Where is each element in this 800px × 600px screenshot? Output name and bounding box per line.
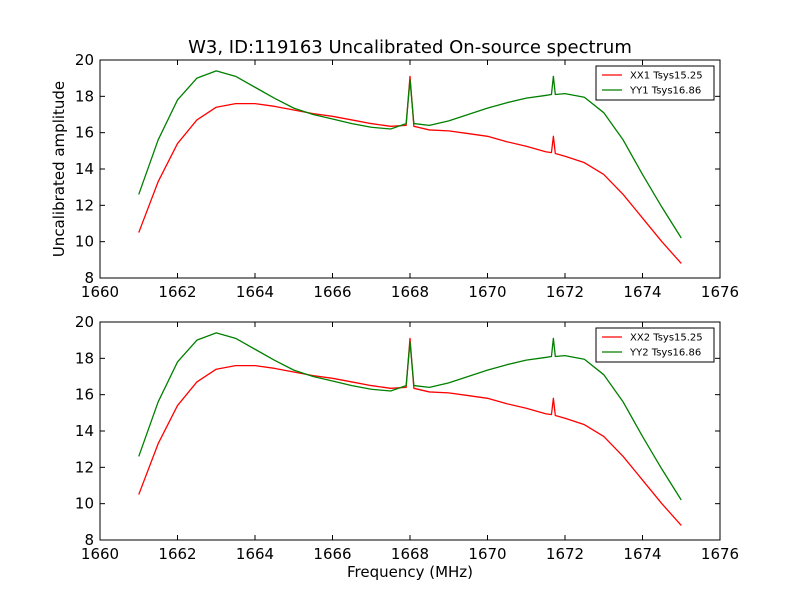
x-tick-label: 1660 [81, 283, 119, 301]
legend-box [595, 65, 715, 101]
y-tick-label: 20 [75, 313, 94, 331]
legend-label: XX2 Tsys15.25 [630, 333, 703, 344]
x-tick-label: 1666 [313, 283, 351, 301]
series-line-xx [138, 337, 682, 526]
top-spectrum-panel: 1660 1662 1664 1666 1668 1670 1672 1674 1676 8 10 1… [75, 51, 739, 301]
x-tick-label: 1672 [546, 545, 584, 563]
y-tick-label: 8 [84, 531, 94, 549]
x-tick-label: 1664 [236, 283, 274, 301]
y-tick-label: 18 [75, 87, 94, 105]
y-tick-label: 20 [75, 51, 94, 69]
y-tick-label: 8 [84, 269, 94, 287]
y-tick-label: 12 [75, 458, 94, 476]
legend-label: YY1 Tsys16.86 [629, 86, 701, 97]
bottom-spectrum-panel: 1660 1662 1664 1666 1668 1670 1672 1674 1676 8 10 1… [75, 313, 739, 563]
series-line-yy [138, 332, 682, 501]
y-tick-label: 18 [75, 349, 94, 367]
x-axis-label: Frequency (MHz) [347, 563, 473, 581]
x-tick-label: 1674 [623, 283, 661, 301]
x-tick-label: 1670 [468, 545, 506, 563]
x-tick-label: 1670 [468, 283, 506, 301]
y-tick-label: 14 [75, 422, 94, 440]
x-tick-label: 1672 [546, 283, 584, 301]
legend: XX2 Tsys15.25 YY2 Tsys16.86 [595, 327, 715, 363]
x-tick-label: 1676 [701, 545, 739, 563]
y-tick-label: 10 [75, 233, 94, 251]
legend-box [595, 327, 715, 363]
x-tick-label: 1668 [391, 545, 429, 563]
y-tick-label: 16 [75, 124, 94, 142]
y-tick-label: 16 [75, 386, 94, 404]
x-tick-label: 1664 [236, 545, 274, 563]
x-tick-label: 1674 [623, 545, 661, 563]
x-tick-label: 1676 [701, 283, 739, 301]
legend: XX1 Tsys15.25 YY1 Tsys16.86 [595, 65, 715, 101]
x-tick-label: 1666 [313, 545, 351, 563]
figure-title: W3, ID:119163 Uncalibrated On-source spe… [188, 37, 632, 58]
x-tick-label: 1662 [158, 283, 196, 301]
x-tick-label: 1662 [158, 545, 196, 563]
series-line-xx [138, 75, 682, 264]
x-tick-label: 1660 [81, 545, 119, 563]
legend-label: XX1 Tsys15.25 [630, 71, 703, 82]
y-tick-label: 14 [75, 160, 94, 178]
y-tick-label: 10 [75, 495, 94, 513]
x-tick-label: 1668 [391, 283, 429, 301]
y-tick-label: 12 [75, 196, 94, 214]
series-line-yy [138, 70, 682, 239]
legend-label: YY2 Tsys16.86 [629, 348, 701, 359]
y-axis-label: Uncalibrated amplitude [50, 81, 68, 257]
